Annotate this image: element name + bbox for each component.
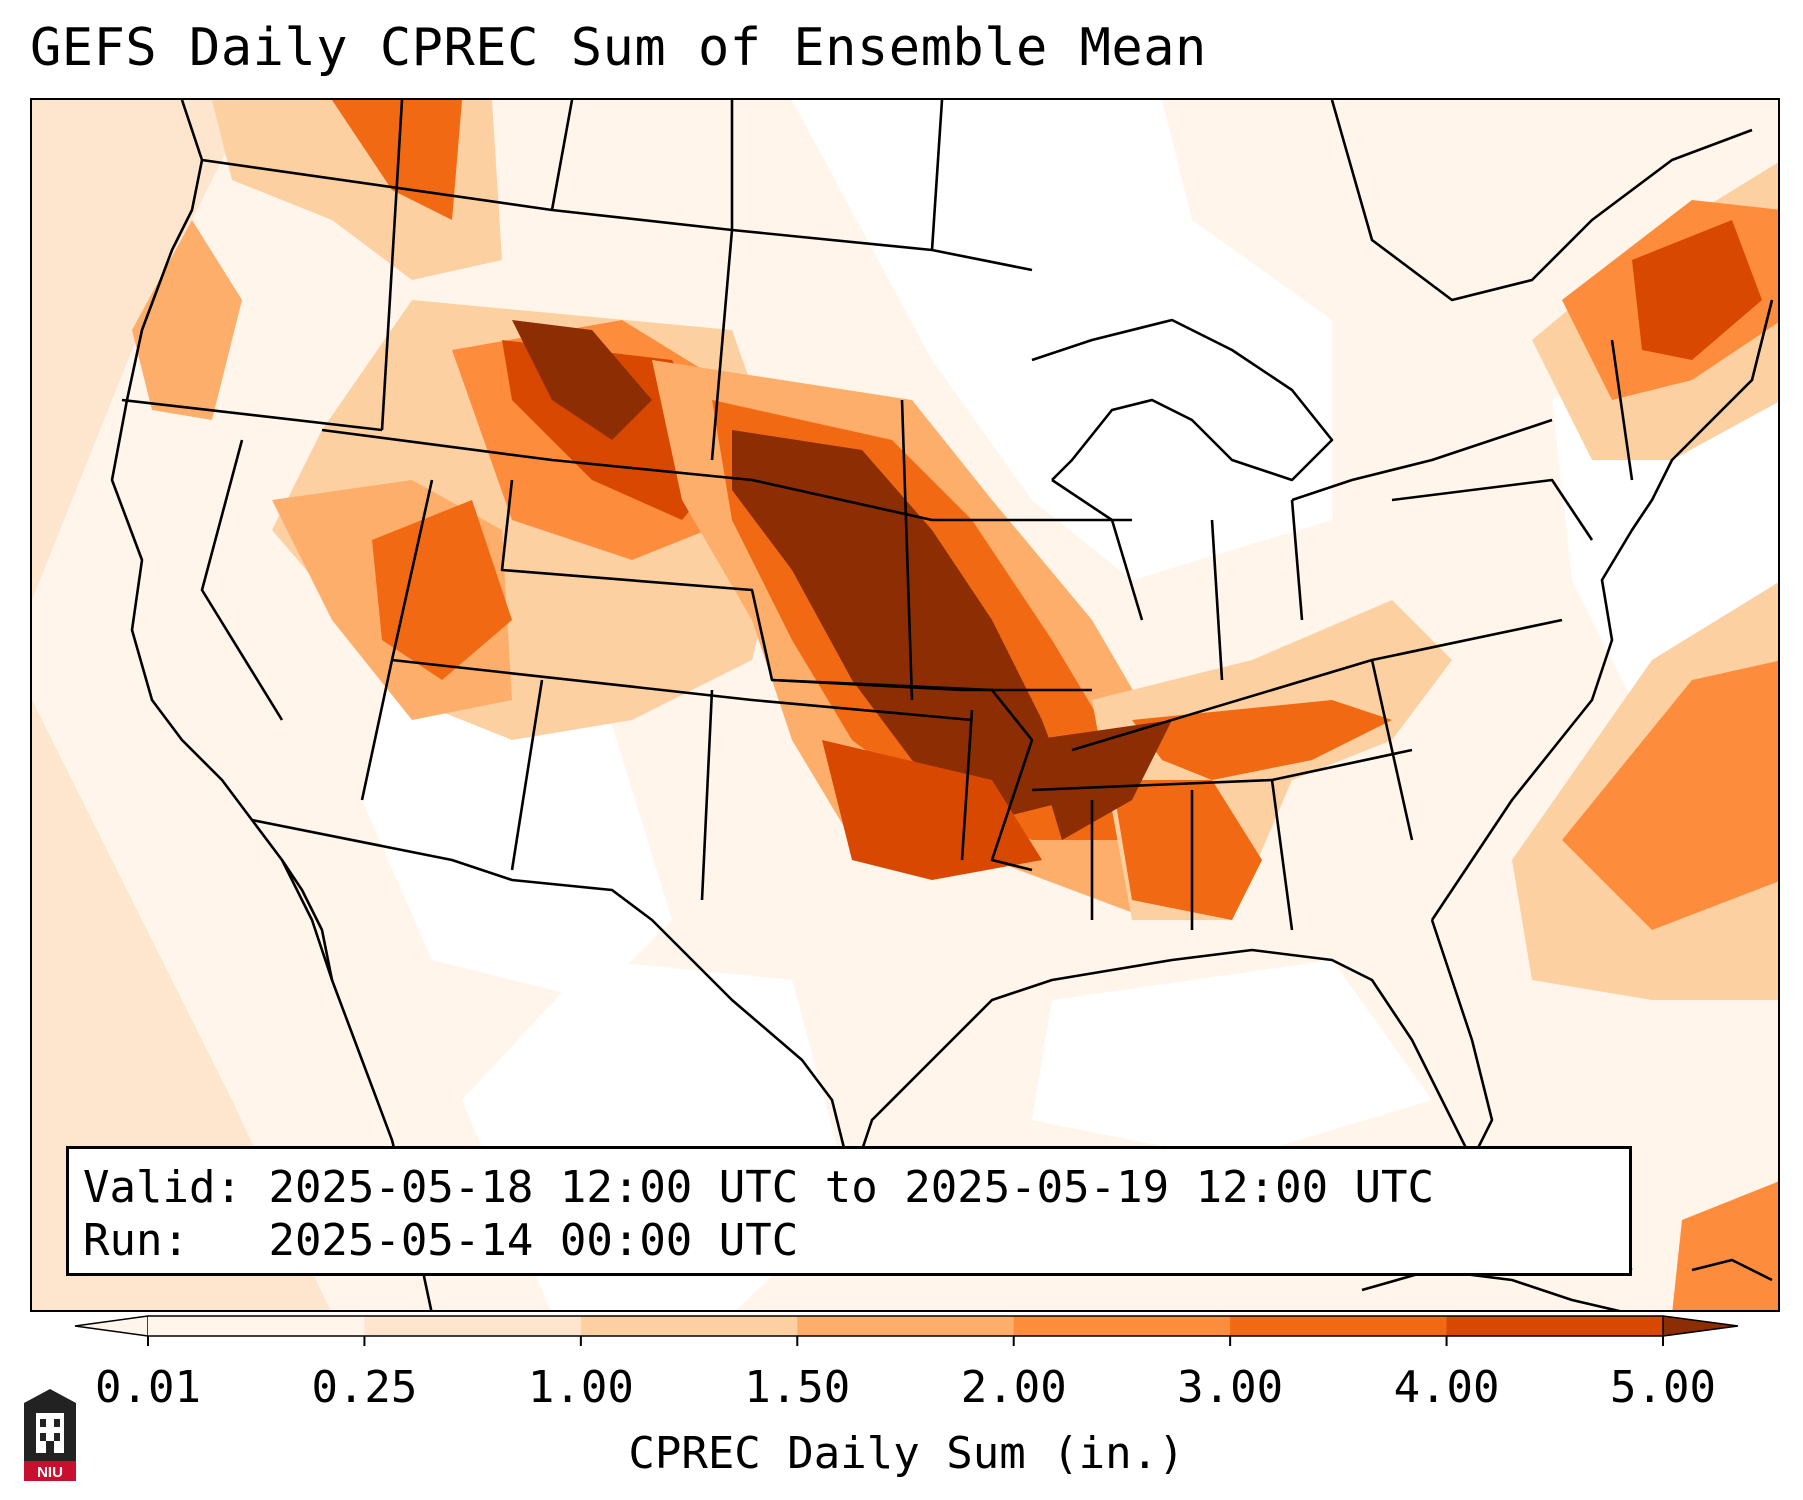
state-line <box>1290 499 1304 621</box>
state-line <box>1210 519 1224 681</box>
canada-coast <box>1330 100 1753 302</box>
colorbar-tick-label: 0.25 <box>311 1362 418 1413</box>
precip-region-heavy <box>372 500 512 680</box>
precip-region-extreme <box>1032 720 1172 840</box>
precip-region-very-heavy <box>822 740 1042 880</box>
state-line <box>771 678 1034 872</box>
colorbar-tick-label: 1.50 <box>744 1362 851 1413</box>
precip-region-heavy <box>1132 700 1392 780</box>
colorbar-segment <box>797 1316 1015 1336</box>
colorbar-tick-label: 4.00 <box>1393 1362 1500 1413</box>
state-line <box>380 100 404 431</box>
map-canvas <box>32 100 1778 1310</box>
precip-region-heavy <box>1672 1181 1778 1310</box>
colorbar-segment <box>1230 1316 1448 1336</box>
logo-text: NIU <box>37 1464 63 1481</box>
valid-line: Valid: 2025-05-18 12:00 UTC to 2025-05-1… <box>83 1161 1615 1214</box>
border-mexico <box>251 818 854 1181</box>
colorbar-extend-max <box>1662 1315 1739 1337</box>
colorbar-border <box>148 1315 1663 1337</box>
colorbar-segment <box>148 1316 365 1336</box>
precip-region-moderate <box>132 220 242 420</box>
precip-region-extreme <box>732 430 1072 820</box>
colorbar-tick-label: 5.00 <box>1610 1362 1716 1413</box>
state-line <box>1270 779 1294 931</box>
east-coast <box>1430 299 1774 921</box>
caribbean <box>1361 1268 1621 1310</box>
colorbar-tick-label: 0.01 <box>95 1362 201 1413</box>
map-title: GEFS Daily CPREC Sum of Ensemble Mean <box>30 18 1207 78</box>
colorbar-tick-label: 1.00 <box>527 1362 634 1413</box>
run-value: 2025-05-14 00:00 UTC <box>268 1215 799 1266</box>
niu-logo: NIU <box>24 1389 76 1481</box>
precip-region-very-heavy <box>1632 220 1762 360</box>
state-line <box>510 679 544 871</box>
colorbar-segment <box>364 1316 582 1336</box>
colorbar-segment <box>1013 1316 1231 1336</box>
state-line <box>550 100 574 211</box>
colorbar-label: CPREC Daily Sum (in.) <box>628 1428 1185 1479</box>
state-line <box>391 658 973 722</box>
state-line <box>700 689 714 901</box>
precip-region-heavy <box>332 100 462 220</box>
state-line <box>1051 478 1144 621</box>
precip-region-extreme <box>512 320 652 440</box>
coastline <box>110 100 433 1310</box>
state-line <box>960 709 974 861</box>
colorbar-tick-label: 3.00 <box>1177 1362 1284 1413</box>
gulf-coast <box>850 919 1494 1181</box>
precip-region-light <box>32 100 252 600</box>
colorbar-ticks <box>147 1336 1664 1346</box>
dry-region <box>1032 960 1432 1160</box>
state-line <box>1370 659 1414 841</box>
boundaries <box>110 100 1774 1310</box>
valid-value: 2025-05-18 12:00 UTC to 2025-05-19 12:00… <box>268 1162 1435 1213</box>
colorbar <box>74 1315 1739 1346</box>
run-label: Run: <box>83 1215 189 1266</box>
colorbar-segment <box>580 1316 798 1336</box>
state-line <box>321 428 1132 522</box>
state-line <box>900 399 914 701</box>
caribbean <box>1691 1258 1773 1282</box>
great-lakes <box>1291 418 1553 502</box>
validity-info-box: Valid: 2025-05-18 12:00 UTC to 2025-05-1… <box>66 1146 1632 1276</box>
precip-region-heavy <box>1112 780 1262 920</box>
precipitation-map <box>30 98 1780 1312</box>
state-line <box>200 439 284 721</box>
state-line <box>710 229 734 461</box>
great-lakes <box>1031 318 1334 482</box>
state-line <box>1391 478 1594 541</box>
logo-banner <box>24 1461 76 1481</box>
valid-label: Valid: <box>83 1162 242 1213</box>
colorbar-segment <box>1446 1316 1664 1336</box>
state-line <box>1610 339 1634 481</box>
baja-coast <box>280 859 334 981</box>
colorbar-extend-min <box>74 1315 149 1337</box>
state-line <box>930 100 944 251</box>
state-line <box>121 398 383 432</box>
colorbar-segments <box>74 1315 1739 1337</box>
precip-region-heavy <box>1562 660 1778 930</box>
colorbar-tick-label: 2.00 <box>960 1362 1067 1413</box>
dry-region <box>792 100 1332 580</box>
run-line: Run: 2025-05-14 00:00 UTC <box>83 1214 1615 1267</box>
